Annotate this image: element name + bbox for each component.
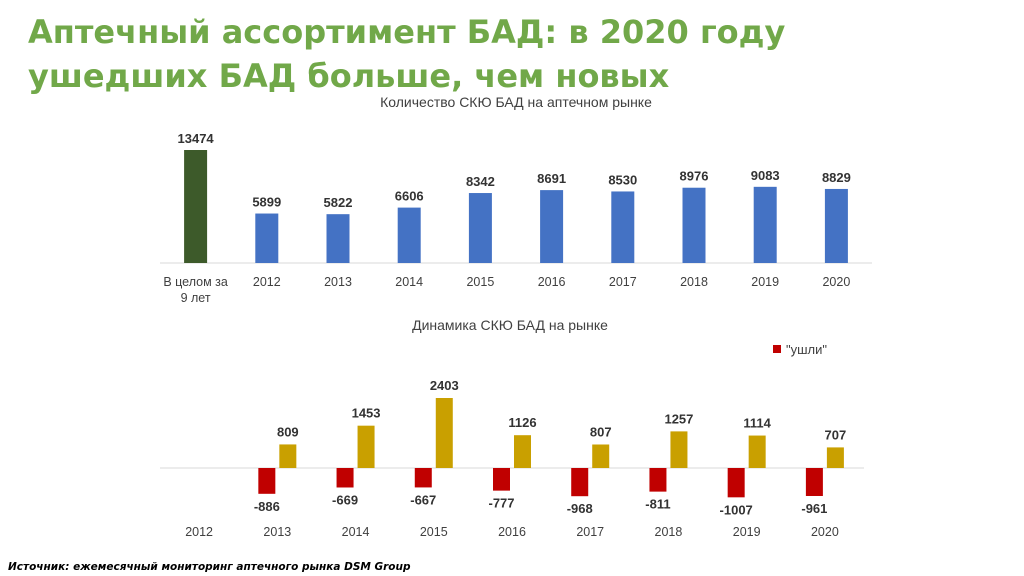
sku-count-value-label: 8691 — [537, 171, 566, 186]
sku-count-chart-title: Количество СКЮ БАД на аптечном рынке — [380, 94, 652, 110]
sku-count-tick-label: 9 лет — [181, 291, 211, 305]
sku-count-tick-label: В целом за — [163, 275, 228, 289]
sku-count-value-label: 5899 — [252, 195, 281, 210]
sku-added-value-label: 2403 — [430, 378, 459, 393]
sku-added-value-label: 809 — [277, 424, 299, 439]
sku-count-value-label: 8342 — [466, 174, 495, 189]
sku-added-bar — [826, 447, 844, 468]
sku-removed-value-label: -968 — [567, 501, 593, 516]
sku-added-bar — [592, 444, 610, 468]
sku-removed-bar — [727, 468, 745, 498]
sku-removed-value-label: -669 — [332, 492, 358, 507]
sku-dynamics-chart-title: Динамика СКЮ БАД на рынке — [412, 317, 608, 333]
sku-added-value-label: 707 — [825, 427, 847, 442]
sku-dynamics-tick-label: 2015 — [420, 525, 448, 539]
sku-count-value-label: 8530 — [608, 172, 637, 187]
legend-removed-label: "ушли" — [786, 342, 827, 357]
sku-count-bar — [824, 188, 848, 263]
sku-dynamics-tick-label: 2012 — [185, 525, 213, 539]
sku-dynamics-tick-label: 2016 — [498, 525, 526, 539]
sku-count-bar — [753, 186, 777, 263]
sku-count-tick-label: 2015 — [466, 275, 494, 289]
sku-added-value-label: 807 — [590, 424, 612, 439]
sku-count-value-label: 8829 — [822, 170, 851, 185]
sku-count-tick-label: 2016 — [538, 275, 566, 289]
sku-added-bar — [670, 431, 688, 468]
sku-removed-bar — [649, 468, 667, 492]
sku-added-value-label: 1114 — [743, 416, 771, 431]
sku-dynamics-tick-label: 2020 — [811, 525, 839, 539]
sku-added-value-label: 1453 — [352, 406, 381, 421]
sku-dynamics-tick-label: 2013 — [263, 525, 291, 539]
sku-count-bar — [611, 191, 635, 263]
sku-count-value-label: 13474 — [178, 131, 215, 146]
sku-removed-value-label: -1007 — [720, 502, 753, 517]
sku-added-value-label: 1126 — [508, 415, 536, 430]
sku-removed-value-label: -961 — [801, 501, 827, 516]
sku-added-bar — [435, 398, 453, 468]
sku-removed-bar — [336, 468, 354, 488]
sku-count-value-label: 5822 — [324, 195, 353, 210]
sku-count-bar — [397, 207, 421, 263]
sku-dynamics-tick-label: 2019 — [733, 525, 761, 539]
sku-count-bar — [468, 193, 492, 263]
slide-title: Аптечный ассортимент БАД: в 2020 году уш… — [28, 10, 988, 98]
sku-dynamics-chart: Динамика СКЮ БАД на рынке 2012 2013 2014 20… — [160, 317, 864, 539]
sku-count-tick-label: 2017 — [609, 275, 637, 289]
sku-count-tick-label: 2014 — [395, 275, 423, 289]
sku-removed-bar — [258, 468, 276, 494]
sku-count-chart: Количество СКЮ БАД на аптечном рынке 134… — [160, 94, 872, 305]
sku-added-bar — [748, 435, 766, 468]
sku-removed-value-label: -811 — [645, 497, 670, 512]
slide-title-line-1: Аптечный ассортимент БАД: в 2020 году — [28, 13, 786, 51]
sku-count-bar — [184, 150, 208, 263]
sku-removed-bar — [493, 468, 510, 491]
sku-count-bar — [255, 213, 279, 263]
sku-added-bar — [357, 425, 375, 468]
sku-dynamics-tick-label: 2014 — [342, 525, 370, 539]
sku-count-value-label: 8976 — [680, 169, 709, 184]
slide-title-line-2: ушедших БАД больше, чем новых — [28, 57, 670, 95]
sku-dynamics-tick-label: 2017 — [576, 525, 604, 539]
source-note: Источник: ежемесячный мониторинг аптечно… — [8, 561, 411, 573]
sku-count-tick-label: 2012 — [253, 275, 281, 289]
sku-dynamics-tick-label: 2018 — [655, 525, 683, 539]
sku-removed-bar — [414, 468, 432, 488]
sku-added-value-label: 1257 — [664, 411, 693, 426]
sku-count-bar — [326, 214, 350, 263]
sku-removed-bar — [571, 468, 589, 497]
sku-removed-value-label: -777 — [488, 496, 514, 511]
legend-removed-swatch — [773, 345, 781, 353]
sku-added-bar — [514, 435, 531, 468]
sku-count-tick-label: 2018 — [680, 275, 708, 289]
sku-count-value-label: 9083 — [751, 168, 780, 183]
sku-removed-value-label: -667 — [410, 492, 436, 507]
sku-removed-bar — [805, 468, 823, 496]
sku-removed-value-label: -886 — [254, 499, 280, 514]
sku-count-tick-label: 2020 — [822, 275, 850, 289]
sku-added-bar — [279, 444, 297, 468]
sku-count-bar — [682, 187, 706, 263]
sku-count-value-label: 6606 — [395, 189, 424, 204]
sku-count-tick-label: 2013 — [324, 275, 352, 289]
sku-count-tick-label: 2019 — [751, 275, 779, 289]
sku-count-bar — [540, 190, 564, 263]
